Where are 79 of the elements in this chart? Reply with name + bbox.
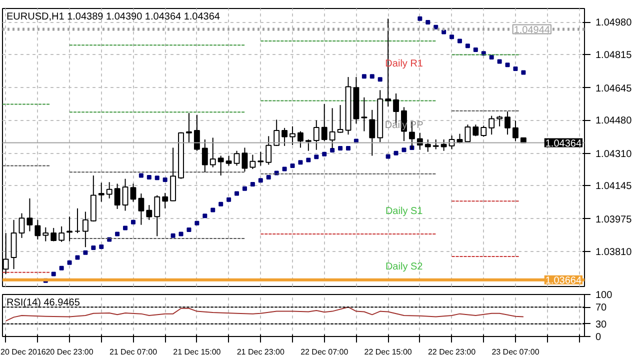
candlestick <box>361 96 368 132</box>
candlestick <box>321 104 328 142</box>
candlestick <box>34 219 41 240</box>
candlestick <box>440 138 447 152</box>
y-tick-label: 0 <box>596 332 602 343</box>
y-tick-label: 1.04815 <box>596 50 632 62</box>
candlestick <box>146 204 152 220</box>
line-series <box>5 306 524 322</box>
ref-line-label: 1.03664 <box>545 275 582 286</box>
y-tick-label: 30 <box>596 319 608 330</box>
candlestick <box>18 212 25 238</box>
candlestick <box>313 120 320 150</box>
candlestick <box>488 115 495 136</box>
y-tick-label: 1.03975 <box>596 214 632 226</box>
candlestick <box>337 104 344 134</box>
candlestick <box>122 178 128 212</box>
candlestick <box>186 112 192 144</box>
x-tick-label: 21 Dec 15:00 <box>173 348 222 356</box>
candlestick <box>480 125 487 138</box>
x-tick-label: 21 Dec 23:00 <box>236 348 285 356</box>
candlestick <box>266 136 272 166</box>
candlestick <box>50 227 57 242</box>
y-tick-label: 1.04480 <box>596 116 632 127</box>
x-tick-label: 23 Dec 07:00 <box>492 348 540 356</box>
candlestick <box>282 127 288 146</box>
candlestick <box>432 138 439 150</box>
chart-title: RSI(14) 46.9465 <box>6 298 80 308</box>
candlestick <box>298 130 304 148</box>
y-tick-label: 1.03810 <box>596 246 632 258</box>
candlestick <box>106 182 112 199</box>
candlestick <box>369 109 376 156</box>
candlestick <box>26 198 33 232</box>
y-tick-label: 1.04645 <box>596 83 632 94</box>
candlestick <box>154 194 160 237</box>
candlestick <box>242 147 248 172</box>
candlestick <box>424 138 431 152</box>
candlestick <box>138 193 144 226</box>
ref-line-label: 1.04944 <box>514 24 550 36</box>
chart-title: EURUSD,H1 1.04389 1.04390 1.04364 1.04364 <box>6 12 220 22</box>
candlestick <box>74 208 80 234</box>
x-tick-label: 20 Dec 23:00 <box>46 348 94 356</box>
candlestick <box>66 216 72 242</box>
y-tick-label: 1.04310 <box>596 148 632 160</box>
candlestick <box>58 226 65 242</box>
x-tick-label: 22 Dec 23:00 <box>428 348 476 356</box>
candlestick <box>250 154 256 170</box>
y-tick-label: 100 <box>596 290 613 301</box>
ref-line-label: 1.04364 <box>545 138 582 150</box>
candlestick <box>210 137 216 168</box>
candlestick <box>496 115 503 127</box>
candlestick <box>202 138 208 173</box>
candlestick <box>258 151 264 166</box>
y-tick-label: 70 <box>596 302 608 314</box>
candlestick <box>504 110 510 136</box>
candlestick <box>42 226 49 242</box>
candlestick <box>234 150 240 166</box>
y-tick-label: 1.04145 <box>596 181 632 192</box>
annotation: Daily S2 <box>385 262 424 273</box>
candlestick <box>512 120 518 142</box>
candlestick <box>274 119 280 146</box>
candlestick <box>305 138 312 152</box>
candlestick <box>218 155 224 176</box>
candlestick <box>290 126 296 146</box>
candlestick <box>162 192 168 209</box>
candlestick <box>416 132 423 150</box>
candlestick <box>114 183 120 210</box>
candlestick <box>98 182 104 202</box>
candlestick <box>194 114 200 152</box>
y-tick-label: 1.04980 <box>596 18 632 29</box>
candlestick <box>130 183 136 202</box>
x-tick-label: 22 Dec 07:00 <box>300 348 349 356</box>
candlestick <box>472 124 479 137</box>
candlestick <box>82 211 88 248</box>
x-tick-label: 22 Dec 15:00 <box>364 348 412 356</box>
x-tick-label: 21 Dec 07:00 <box>109 348 158 356</box>
candlestick <box>464 124 471 143</box>
annotation: Daily S1 <box>385 206 424 217</box>
candlestick <box>226 155 232 166</box>
x-tick-label: 20 Dec 2016 <box>0 348 46 356</box>
